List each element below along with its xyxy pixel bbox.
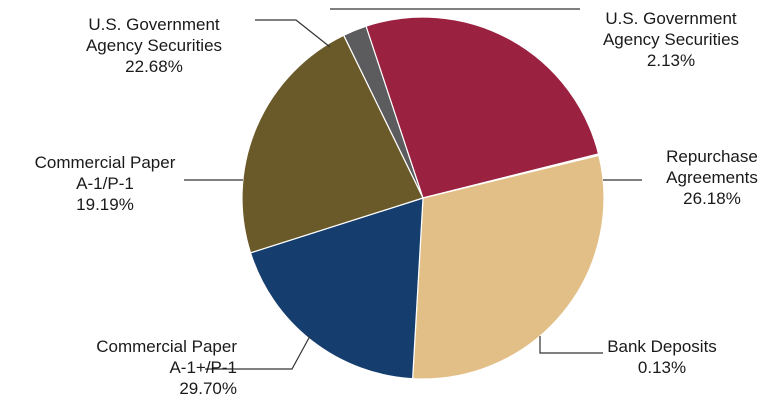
pie-slice-4 [249,197,424,380]
slice-category-label: A-1+/P-1 [169,358,237,377]
slice-category-label: A-1/P-1 [76,174,134,193]
slice-category-label: Commercial Paper [96,337,237,356]
pie-slice-5 [241,34,424,254]
slice-value-label: 22.68% [125,57,183,76]
slices-layer [241,16,605,380]
slice-category-label: Bank Deposits [607,337,717,356]
leader-line-5 [255,19,331,48]
leader-line-2 [539,336,603,354]
slice-category-label: Commercial Paper [35,153,176,172]
leader-line-3 [205,335,311,370]
leaders-layer [184,8,642,370]
pie-slice-3 [411,154,605,380]
slice-label-3: Commercial Paper A-1+/P-1 29.70% [96,337,237,398]
slice-value-label: 0.13% [638,358,686,377]
labels-layer: U.S. Government Agency Securities 2.13% Rep… [35,9,758,398]
slice-category-label: Agency Securities [86,36,222,55]
slice-label-4: Commercial Paper A-1/P-1 19.19% [35,153,176,214]
slice-category-label: U.S. Government [605,9,737,28]
slice-category-label: Agreements [666,168,758,187]
slice-label-2: Bank Deposits 0.13% [607,337,717,377]
slice-label-5: U.S. Government Agency Securities 22.68% [86,15,222,76]
slice-value-label: 2.13% [647,51,695,70]
slice-label-1: Repurchase Agreements 26.18% [666,147,758,208]
slice-category-label: U.S. Government [88,15,220,34]
slice-label-0: U.S. Government Agency Securities 2.13% [603,9,739,70]
slice-category-label: Agency Securities [603,30,739,49]
slice-value-label: 26.18% [683,189,741,208]
slice-category-label: Repurchase [666,147,758,166]
pie-slice-1 [365,16,600,199]
slice-value-label: 29.70% [179,379,237,398]
slice-value-label: 19.19% [76,195,134,214]
